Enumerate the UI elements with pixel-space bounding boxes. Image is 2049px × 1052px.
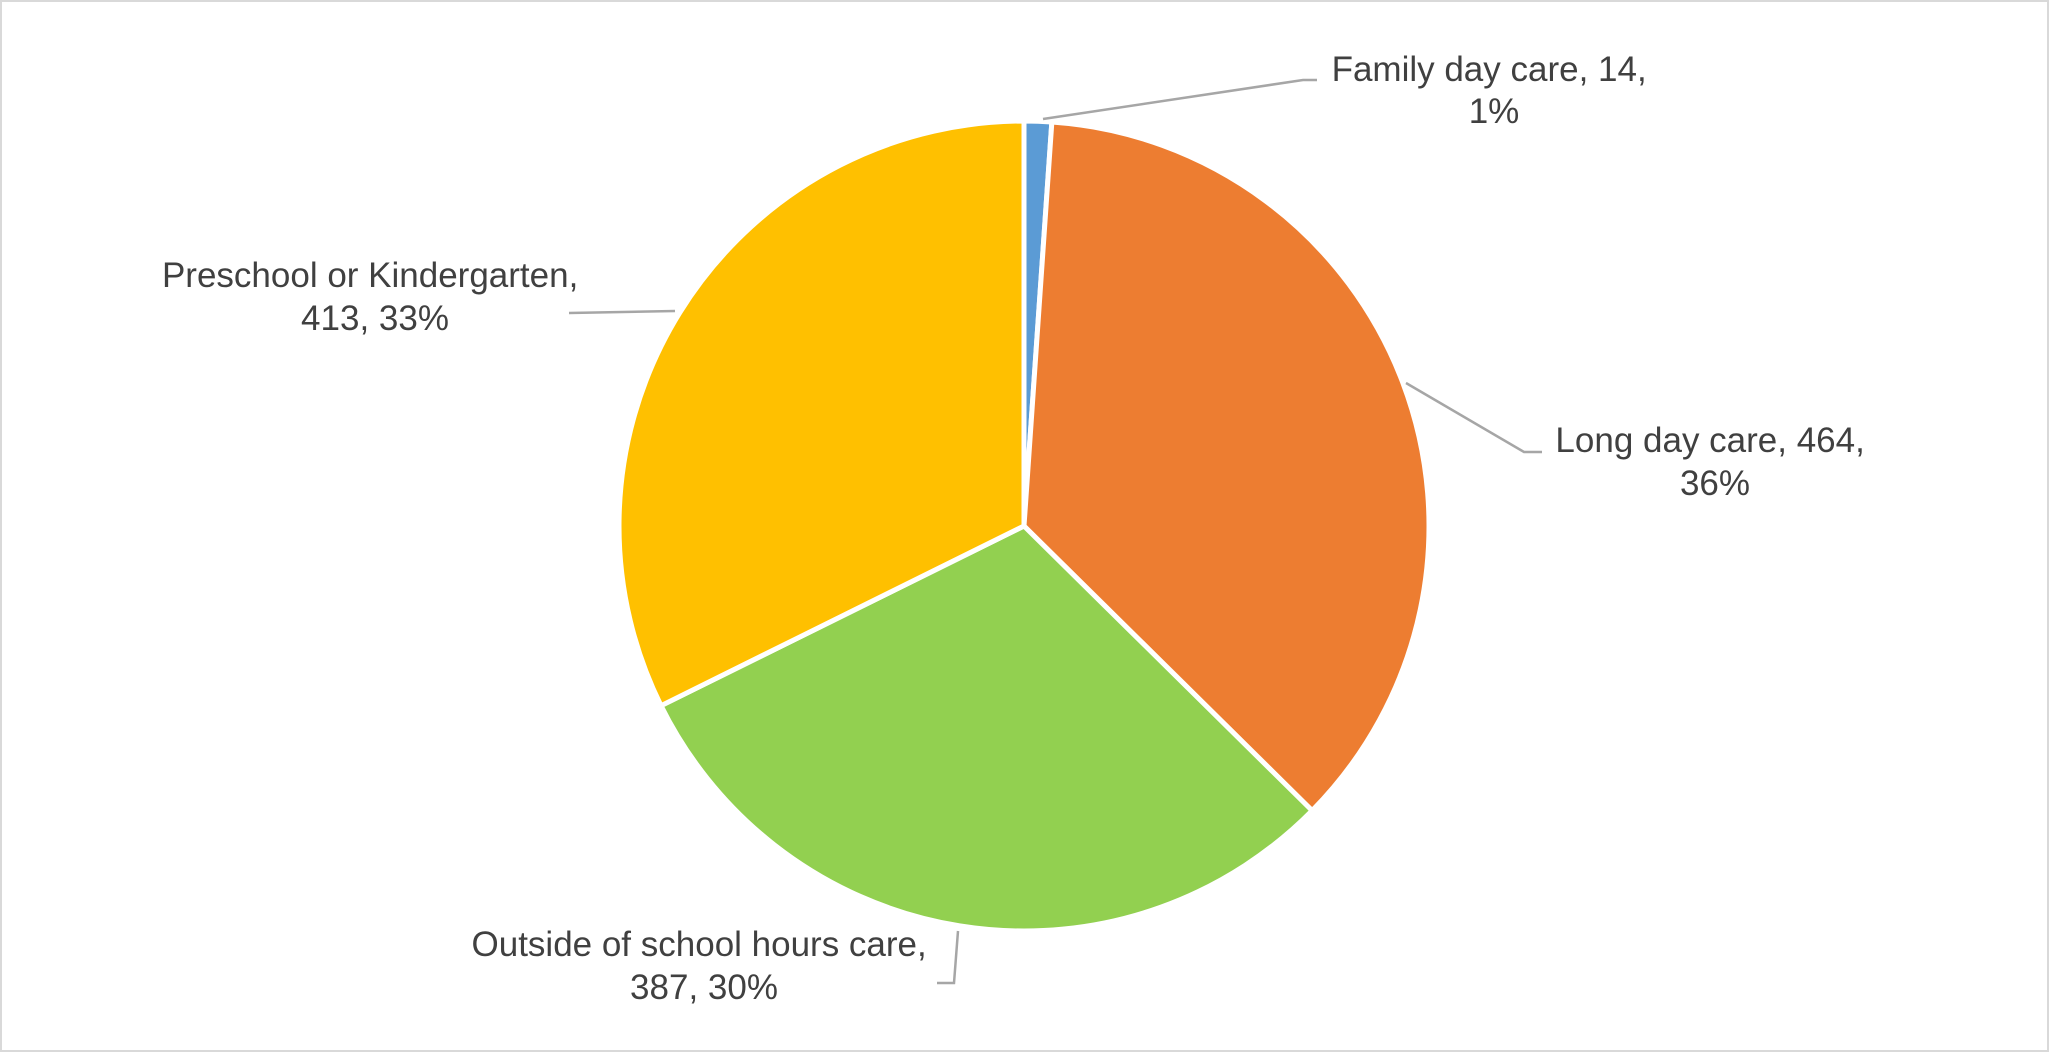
label-long-day-care-line-1: Long day care, 464, [1555, 421, 1864, 460]
leader-long-day-care [1405, 381, 1542, 454]
label-family-day-care-line-2: 1% [1469, 92, 1520, 131]
pie-slice-preschool-or-kindergarten [616, 118, 1027, 709]
label-long-day-care: Long day care, 464, 36% [1555, 421, 1874, 503]
label-preschool-kindergarten-line-2: 413, 33% [301, 299, 449, 338]
label-long-day-care-line-2: 36% [1680, 464, 1750, 503]
pie-slice-long-day-care [1021, 119, 1432, 814]
label-family-day-care: Family day care, 14, 1% [1332, 50, 1657, 131]
leader-outside-school-hours-care [937, 930, 960, 985]
leader-lines [568, 78, 1542, 985]
label-family-day-care-line-1: Family day care, 14, [1332, 50, 1647, 89]
label-outside-school-hours-care-line-1: Outside of school hours care, [472, 925, 927, 964]
label-preschool-kindergarten-line-1: Preschool or Kindergarten, [162, 256, 578, 295]
label-outside-school-hours-care: Outside of school hours care, 387, 30% [472, 925, 937, 1007]
slices [616, 118, 1432, 934]
leader-preschool-kindergarten [568, 309, 676, 315]
leader-family-day-care [1042, 78, 1317, 121]
label-preschool-kindergarten: Preschool or Kindergarten, 413, 33% [162, 256, 588, 338]
label-outside-school-hours-care-line-2: 387, 30% [630, 968, 778, 1007]
